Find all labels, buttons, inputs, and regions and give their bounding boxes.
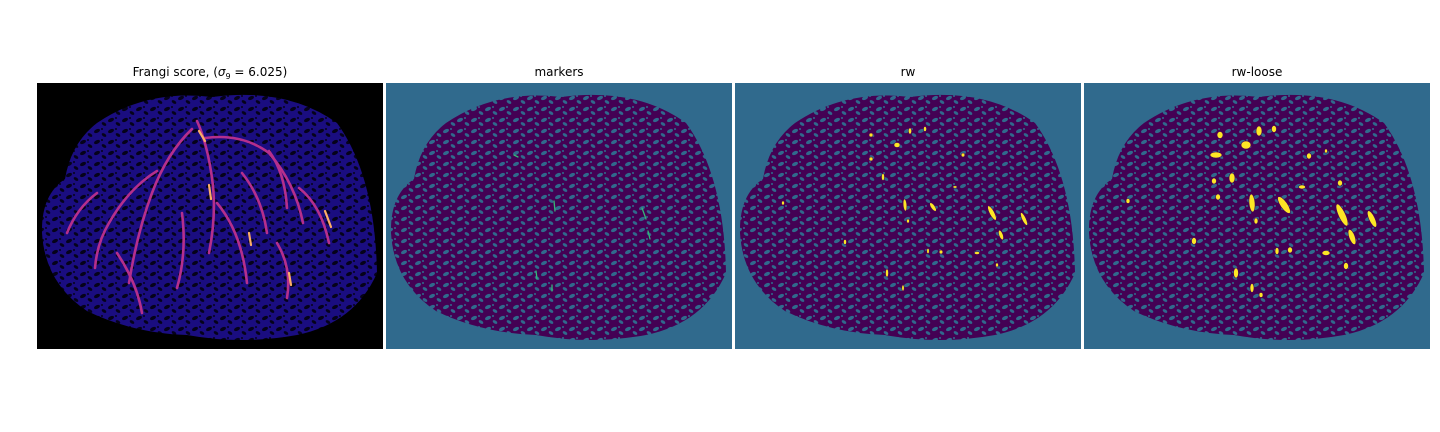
rw-loose-tissue (1088, 94, 1424, 341)
frangi-panel: Frangi score, (σ9 = 6.025) (37, 61, 383, 349)
frangi-panel-title: Frangi score, (σ9 = 6.025) (37, 61, 383, 83)
markers-image (386, 83, 732, 349)
rw-panel-title: rw (900, 65, 916, 79)
rw-loose-panel: rw-loose (1084, 61, 1430, 349)
frangi-score-image (37, 83, 383, 349)
frangi-hotspots (197, 129, 333, 287)
frangi-title-suffix: = 6.025) (230, 65, 288, 79)
frangi-tissue (41, 94, 378, 341)
markers-seeds (513, 154, 651, 292)
rw-loose-panel-title: rw-loose (1231, 65, 1283, 79)
frangi-title-subscript: 9 (225, 72, 231, 81)
rw-loose-image (1084, 83, 1430, 349)
markers-panel-title: markers (534, 65, 584, 79)
markers-panel: markers (386, 61, 732, 349)
markers-tissue (390, 94, 726, 341)
frangi-title-prefix: Frangi score, ( (132, 65, 218, 79)
rw-vessels (781, 126, 1028, 292)
rw-image (735, 83, 1081, 349)
rw-panel: rw (735, 61, 1081, 349)
frangi-title-sigma: σ (217, 65, 226, 79)
rw-tissue (739, 94, 1075, 341)
rw-loose-vessels (1125, 125, 1377, 298)
